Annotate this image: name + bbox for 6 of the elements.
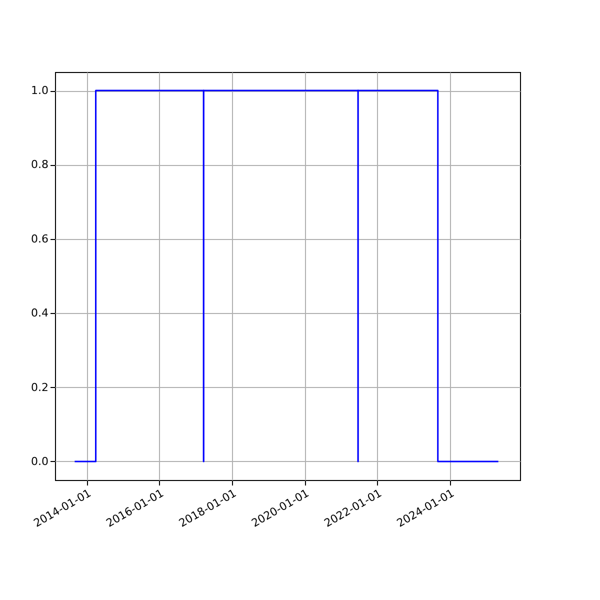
y-tick-label: 0.0 [31,454,48,468]
y-tick-label: 0.2 [31,380,48,394]
y-tick-label: 0.4 [31,306,48,320]
y-tick-label: 0.6 [31,232,48,246]
y-tick-label: 1.0 [31,84,48,98]
y-tick-label: 0.8 [31,158,48,172]
